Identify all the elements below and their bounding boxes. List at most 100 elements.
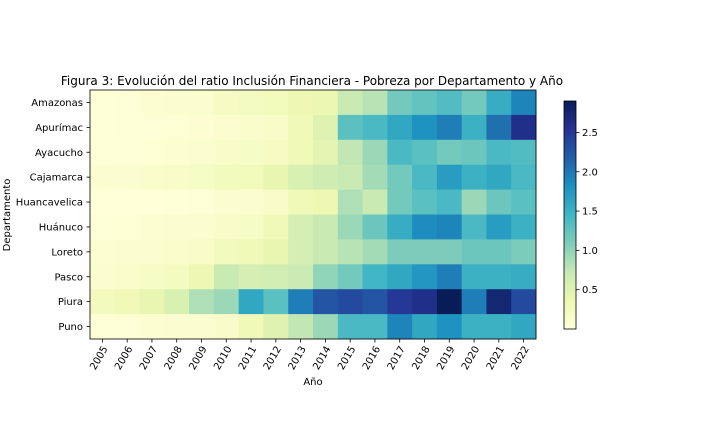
heatmap-cell <box>412 139 438 166</box>
heatmap-cell <box>213 239 240 265</box>
heatmap-cell <box>263 189 289 215</box>
heatmap-cell <box>213 264 240 290</box>
heatmap-cell <box>114 214 141 240</box>
heatmap-cell <box>387 239 413 265</box>
heatmap-cell <box>114 239 141 265</box>
heatmap-cell <box>362 114 388 141</box>
heatmap-cell <box>337 314 364 340</box>
heatmap-cell <box>461 114 487 141</box>
heatmap-cell <box>189 289 215 315</box>
y-tick-label: Apurímac <box>35 122 83 134</box>
x-tick-label: 2019 <box>435 345 457 373</box>
heatmap-cell <box>90 289 116 315</box>
heatmap-cell <box>412 239 438 265</box>
heatmap-cell <box>436 90 463 116</box>
heatmap-cell <box>362 289 388 315</box>
y-tick-label: Puno <box>58 322 83 333</box>
heatmap-cell <box>164 314 190 340</box>
heatmap-cell <box>387 164 413 191</box>
heatmap-cell <box>139 214 165 240</box>
heatmap-cell <box>461 289 487 315</box>
heatmap-cell <box>511 214 537 240</box>
heatmap-cell <box>114 289 141 315</box>
x-tick-label: 2012 <box>262 345 284 373</box>
heatmap-cell <box>436 139 463 166</box>
x-tick-label: 2013 <box>287 345 309 373</box>
heatmap-cell <box>387 314 413 340</box>
x-tick-label: 2008 <box>163 345 185 373</box>
heatmap-cell <box>114 90 141 116</box>
y-tick-label: Huancavelica <box>16 198 83 209</box>
heatmap-cell <box>238 239 264 265</box>
heatmap-cell <box>90 264 116 290</box>
heatmap-cell <box>139 139 165 166</box>
heatmap-cell <box>288 214 314 240</box>
heatmap-cell <box>461 90 487 116</box>
heatmap-cell <box>313 189 339 215</box>
heatmap-cell <box>337 289 364 315</box>
heatmap-cell <box>164 164 190 191</box>
heatmap-cell <box>511 314 537 340</box>
heatmap-cell <box>213 139 240 166</box>
x-tick-label: 2009 <box>187 345 209 373</box>
heatmap-cell <box>387 264 413 290</box>
heatmap-cell <box>486 189 512 215</box>
heatmap-cell <box>238 289 264 315</box>
heatmap-cell <box>436 164 463 191</box>
heatmap-cell <box>412 189 438 215</box>
heatmap-cell <box>387 114 413 141</box>
heatmap-cell <box>263 314 289 340</box>
heatmap-cell <box>436 189 463 215</box>
y-tick-label: Ayacucho <box>35 148 83 159</box>
heatmap-cell <box>511 114 537 141</box>
heatmap-cell <box>238 314 264 340</box>
heatmap-cell <box>362 239 388 265</box>
heatmap-cell <box>313 314 339 340</box>
heatmap-cell <box>238 189 264 215</box>
heatmap-cell <box>436 114 463 141</box>
colorbar-tick-label: 1.0 <box>582 246 598 257</box>
heatmap-cell <box>313 239 339 265</box>
heatmap-cell <box>213 214 240 240</box>
heatmap-cell <box>189 314 215 340</box>
heatmap-cell <box>288 139 314 166</box>
heatmap-cell <box>313 289 339 315</box>
heatmap-cell <box>288 314 314 340</box>
x-tick-label: 2015 <box>336 345 358 373</box>
colorbar <box>563 100 577 330</box>
heatmap-cell <box>337 90 364 116</box>
heatmap-cell <box>90 214 116 240</box>
heatmap-cell <box>288 289 314 315</box>
heatmap-cell <box>412 164 438 191</box>
y-axis-ticks: Amazonas Apurímac Ayacucho Cajamarca Huancav… <box>16 98 90 333</box>
heatmap-cell <box>90 239 116 265</box>
heatmap-cell <box>238 90 264 116</box>
heatmap-cell <box>238 264 264 290</box>
colorbar-tick-label: 0.5 <box>582 285 598 296</box>
heatmap-cell <box>238 214 264 240</box>
heatmap-cell <box>189 264 215 290</box>
heatmap-cell <box>486 289 512 315</box>
heatmap-cell <box>412 264 438 290</box>
colorbar-tick-label: 1.5 <box>582 207 598 218</box>
x-tick-label: 2014 <box>311 345 333 373</box>
x-tick-label: 2020 <box>460 345 482 373</box>
heatmap-cell <box>90 114 116 141</box>
heatmap-cell <box>263 239 289 265</box>
plot-frame <box>89 89 537 340</box>
x-axis-label: Año <box>303 377 322 388</box>
heatmap-cell <box>461 214 487 240</box>
y-tick-label: Pasco <box>54 272 83 283</box>
heatmap-cell <box>288 189 314 215</box>
heatmap-cell <box>337 214 364 240</box>
x-tick-label: 2021 <box>485 345 507 373</box>
heatmap-cell <box>189 114 215 141</box>
heatmap-cell <box>238 114 264 141</box>
heatmap-cells <box>90 90 537 340</box>
heatmap-cell <box>412 90 438 116</box>
colorbar-tick-label: 2.5 <box>582 128 598 139</box>
heatmap-cell <box>362 139 388 166</box>
heatmap-cell <box>387 189 413 215</box>
heatmap-cell <box>412 214 438 240</box>
